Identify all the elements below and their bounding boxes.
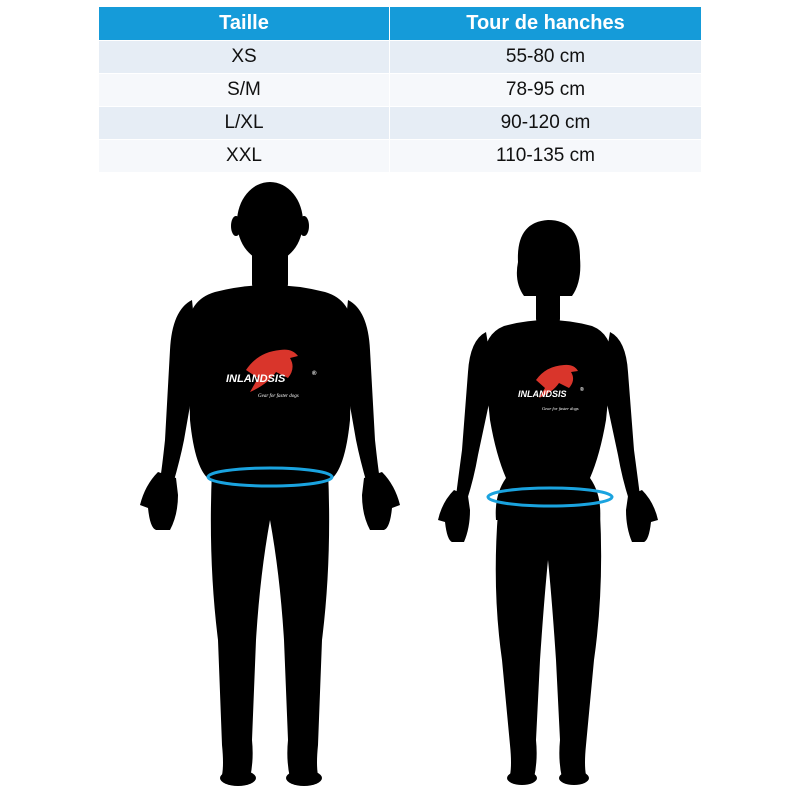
header-hip-circumference: Tour de hanches: [389, 7, 701, 41]
size-chart-table: Taille Tour de hanches XS 55-80 cm S/M 7…: [99, 7, 701, 172]
female-silhouette: [438, 220, 658, 785]
table-row: XS 55-80 cm: [99, 40, 701, 74]
female-hip-ring: [486, 486, 614, 508]
table-row: XXL 110-135 cm: [99, 139, 701, 172]
table-header-row: Taille Tour de hanches: [99, 7, 701, 41]
leaping-dog-logo-icon: [246, 349, 298, 392]
leaping-dog-logo-icon: [536, 364, 578, 398]
cell-hip-range: 55-80 cm: [389, 40, 701, 74]
male-shirt-logo: INLANDSIS ® Gear for faster dogs: [226, 349, 317, 399]
cell-hip-range: 90-120 cm: [389, 106, 701, 140]
table-row: L/XL 90-120 cm: [99, 106, 701, 140]
cell-hip-range: 78-95 cm: [389, 73, 701, 107]
logo-tagline: Gear for faster dogs: [542, 406, 579, 411]
logo-registered-mark: ®: [580, 386, 584, 393]
cell-size: S/M: [99, 73, 390, 107]
cell-size: L/XL: [99, 106, 390, 140]
header-size: Taille: [99, 7, 390, 41]
table-row: S/M 78-95 cm: [99, 73, 701, 107]
logo-brand: INLANDSIS: [518, 389, 567, 399]
female-shirt-logo: INLANDSIS ® Gear for faster dogs: [518, 364, 584, 411]
logo-registered-mark: ®: [312, 370, 317, 377]
male-hip-ring: [206, 466, 334, 488]
body-silhouettes-illustration: INLANDSIS ® Gear for faster dogs INLANDS…: [140, 182, 658, 786]
male-silhouette: [140, 182, 400, 786]
logo-brand: INLANDSIS: [226, 373, 286, 385]
logo-tagline: Gear for faster dogs: [258, 394, 299, 399]
cell-size: XS: [99, 40, 390, 74]
cell-size: XXL: [99, 139, 390, 172]
cell-hip-range: 110-135 cm: [389, 139, 701, 172]
